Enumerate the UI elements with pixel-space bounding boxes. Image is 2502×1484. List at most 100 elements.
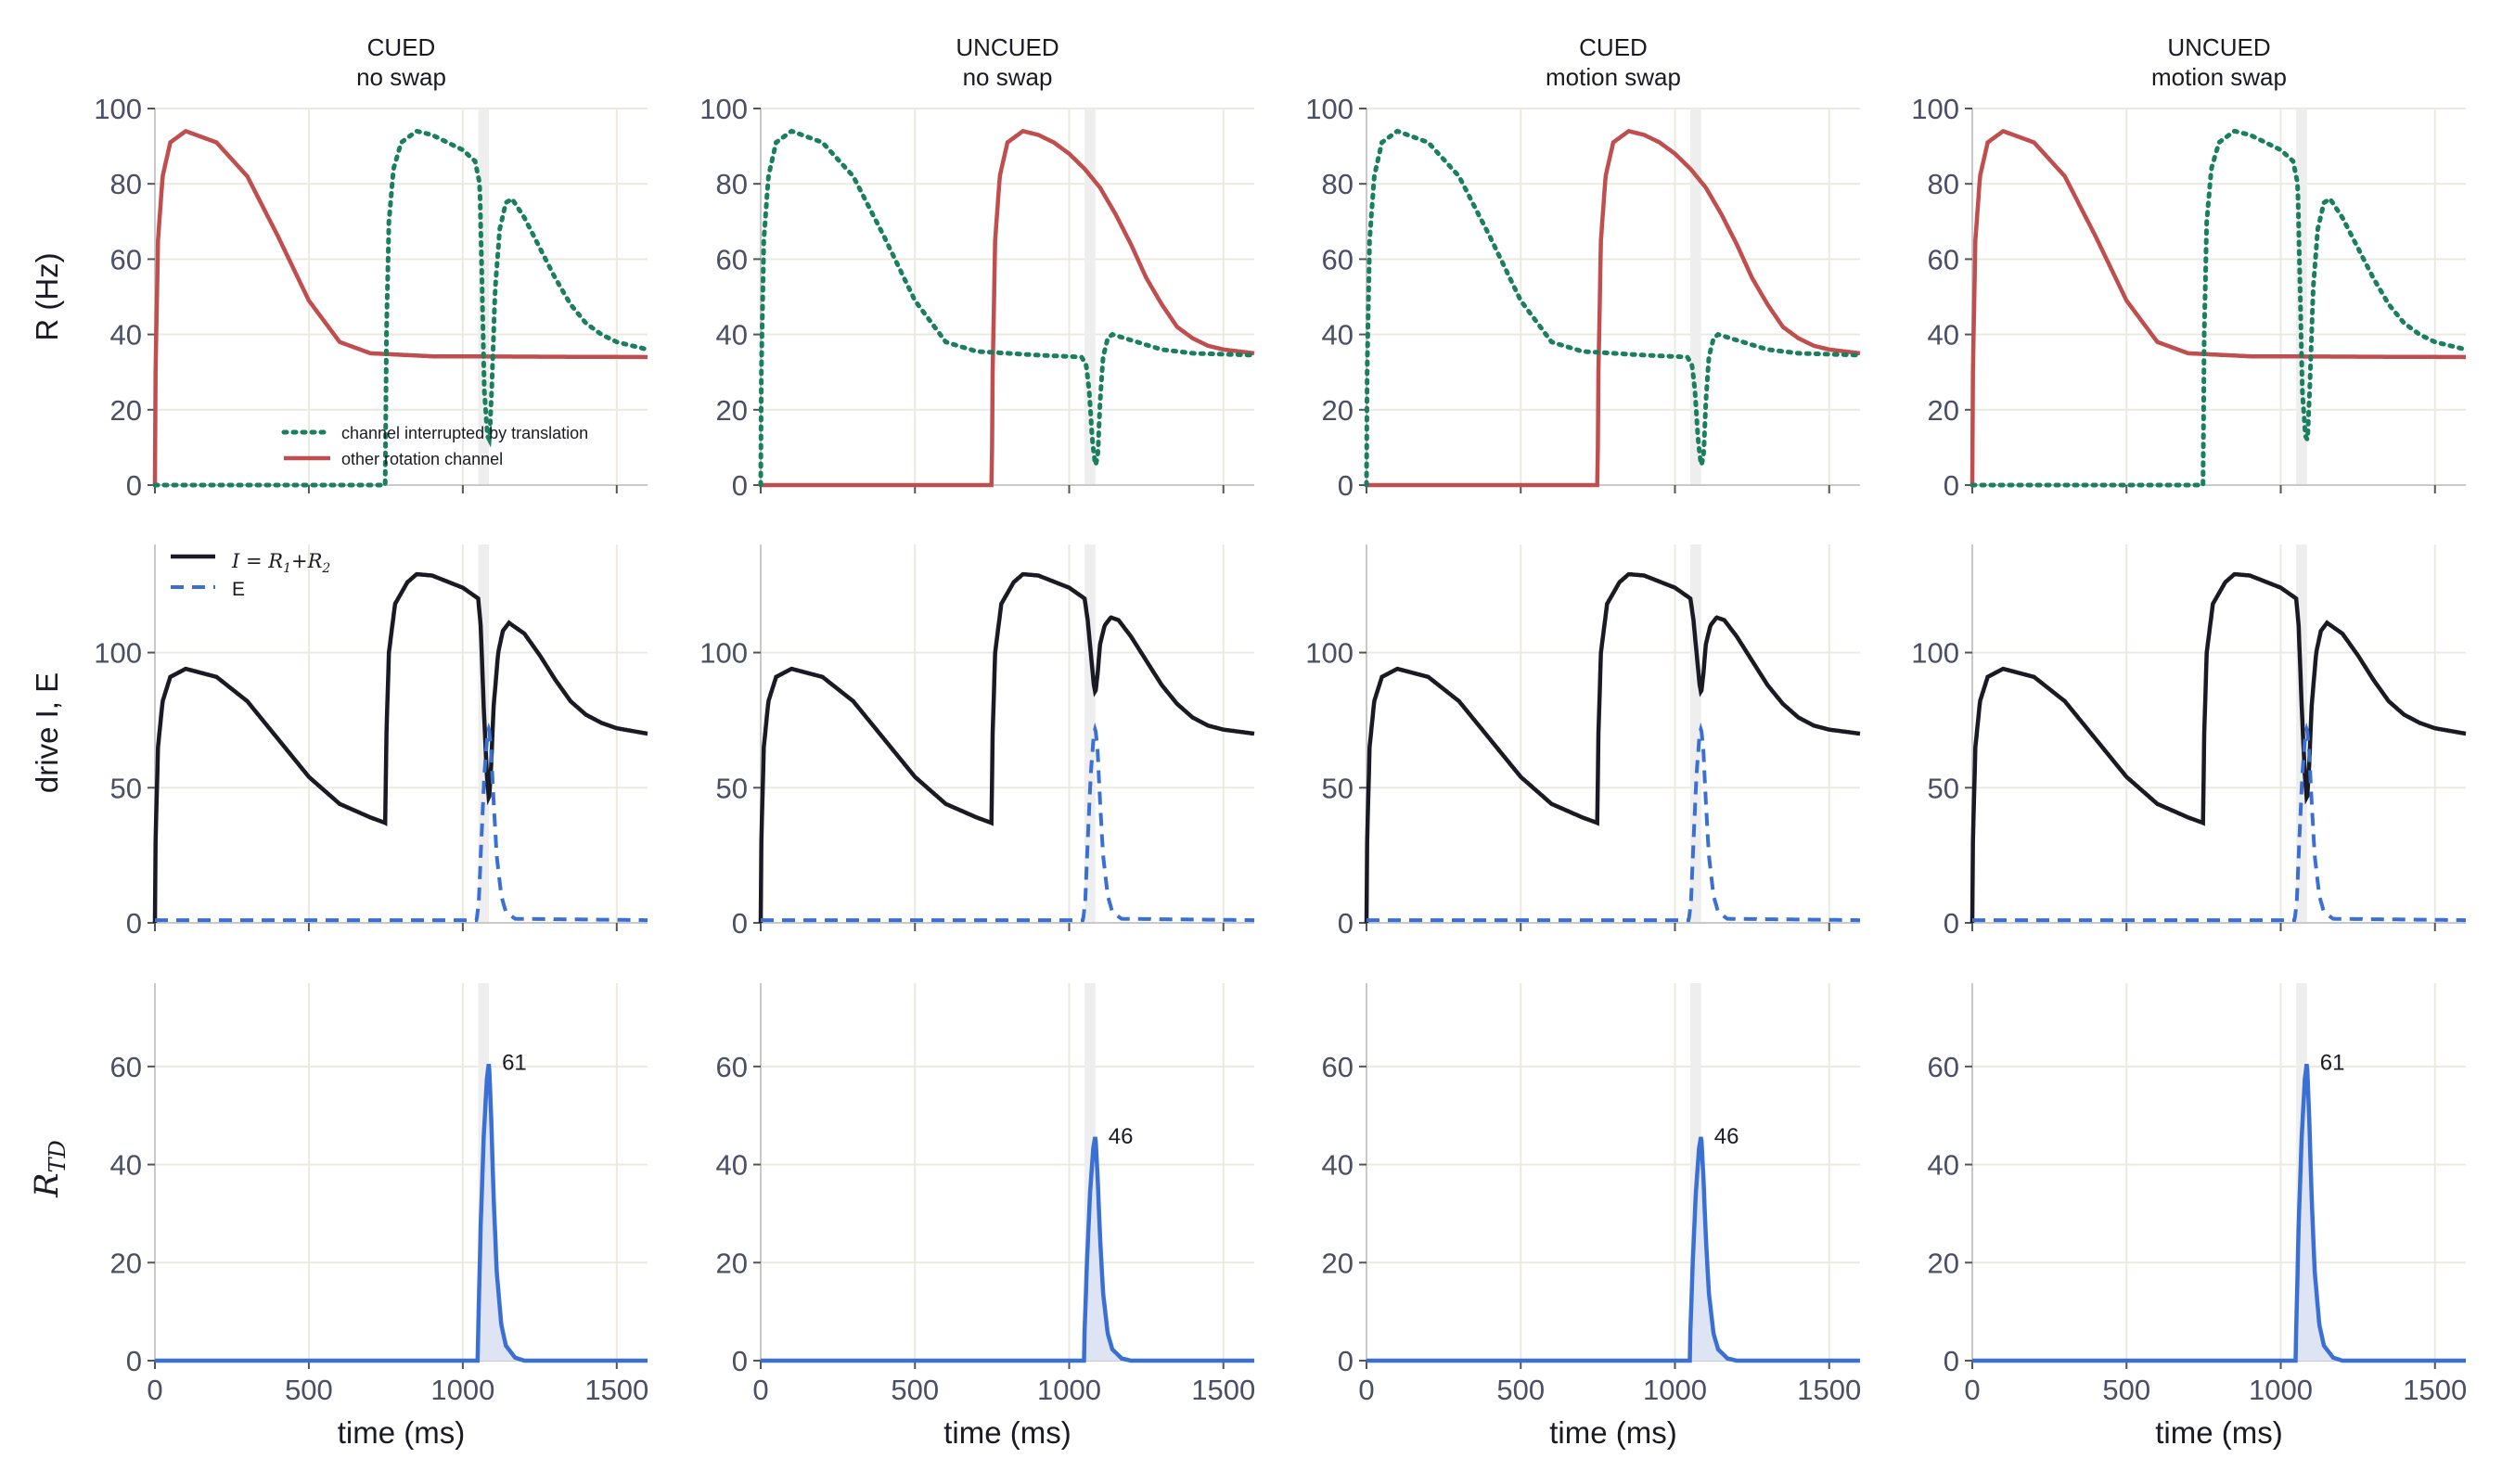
y-tick-label: 100: [1305, 93, 1354, 125]
rtd-area: [1972, 1064, 2466, 1361]
y-tick-label: 100: [699, 93, 748, 125]
peak-label: 61: [2320, 1051, 2345, 1076]
y-tick-label: 100: [1911, 637, 1959, 670]
y-tick-label: 0: [1338, 469, 1354, 502]
y-tick-label: 0: [1944, 469, 1959, 502]
y-tick-label: 20: [110, 1247, 142, 1279]
panel-r2-c4: 0 50 100: [1911, 544, 2467, 940]
peak-label: 46: [1714, 1124, 1739, 1149]
x-axis-label: time (ms): [1549, 1415, 1676, 1450]
x-tick-label: 500: [285, 1374, 333, 1406]
row-label-drive: drive I, E: [30, 672, 64, 793]
column-title-line2: no swap: [963, 63, 1053, 91]
plus: +R: [291, 550, 323, 572]
y-tick-label: 20: [1928, 1247, 1959, 1279]
y-tick-label: 80: [716, 168, 748, 200]
row-label-rtd: RTD: [29, 1140, 71, 1198]
y-tick-label: 20: [716, 394, 748, 427]
peak-label: 46: [1109, 1124, 1134, 1149]
x-tick-label: 0: [752, 1374, 768, 1406]
x-tick-label: 1500: [584, 1374, 648, 1406]
column-title-line1: UNCUED: [956, 33, 1059, 61]
panel-r3-c4: 0 20 40 60 0 500 1000 1500 time (ms) 61: [1928, 983, 2467, 1450]
y-tick-label: 40: [110, 319, 142, 352]
legend-label-I: I = R1+R2: [231, 550, 330, 576]
line-interrupted-channel: [152, 128, 650, 488]
panel-r2-c2: 0 50 100: [699, 544, 1255, 940]
y-tick-label: 0: [126, 469, 142, 502]
row-label-rate: R (Hz): [30, 252, 64, 340]
line-other-rotation: [761, 129, 1255, 488]
rtd-area: [155, 1064, 648, 1361]
peak-label: 61: [502, 1051, 527, 1076]
y-tick-label: 20: [110, 394, 142, 427]
x-tick-label: 1500: [2403, 1374, 2467, 1406]
panel-r2-c1: 0 50 100: [94, 544, 648, 940]
line-rtd: [1366, 1136, 1860, 1363]
line-drive-E: [1972, 722, 2466, 923]
x-tick-label: 1500: [1797, 1374, 1861, 1406]
x-tick-label: 0: [147, 1374, 162, 1406]
y-tick-label: 0: [1338, 907, 1354, 940]
panel-r1-c4: 0 20 40 60 80 100: [1911, 93, 2469, 502]
y-tick-label: 60: [1322, 1051, 1354, 1083]
line-other-rotation: [1366, 129, 1861, 488]
line-drive-E: [1366, 722, 1860, 923]
y-tick-label: 0: [1338, 1345, 1354, 1377]
y-tick-label: 50: [1322, 772, 1354, 804]
x-tick-label: 1500: [1191, 1374, 1255, 1406]
y-tick-label: 100: [94, 93, 142, 125]
y-tick-label: 40: [716, 319, 748, 352]
x-axis-label: time (ms): [338, 1415, 465, 1450]
line-other-rotation: [152, 128, 648, 486]
y-tick-label: 50: [110, 772, 142, 804]
interruption-band: [1084, 544, 1096, 923]
line-drive-E: [761, 722, 1254, 923]
legend-rates: channel interrupted by translation other …: [281, 424, 588, 468]
y-tick-label: 40: [716, 1149, 748, 1182]
column-title-line1: UNCUED: [2167, 33, 2270, 61]
y-tick-label: 100: [699, 637, 748, 670]
panel-r3-c2: 0 20 40 60 0 500 1000 1500 time (ms) 46: [716, 983, 1255, 1450]
x-tick-label: 0: [1964, 1374, 1980, 1406]
y-tick-label: 40: [1322, 1149, 1354, 1182]
y-tick-label: 60: [1928, 1051, 1959, 1083]
y-tick-label: 100: [1305, 637, 1354, 670]
line-interrupted-channel: [1364, 128, 1863, 488]
y-tick-label: 0: [732, 1345, 748, 1377]
y-tick-label: 40: [1322, 319, 1354, 352]
y-tick-label: 40: [110, 1149, 142, 1182]
legend-label-E: E: [232, 579, 245, 600]
y-tick-label: 60: [1928, 243, 1959, 275]
line-other-rotation: [1970, 128, 2466, 486]
x-tick-label: 1000: [430, 1374, 494, 1406]
x-axis-label: time (ms): [943, 1415, 1071, 1450]
interruption-band: [1690, 544, 1701, 923]
column-title-line2: motion swap: [1546, 63, 1681, 91]
y-tick-label: 60: [110, 1051, 142, 1083]
panel-r1-c2: 0 20 40 60 80 100: [699, 93, 1257, 502]
panel-r1-c3: 0 20 40 60 80 100: [1305, 93, 1863, 502]
y-tick-label: 100: [1911, 93, 1959, 125]
y-tick-label: 20: [1322, 1247, 1354, 1279]
y-tick-label: 60: [716, 243, 748, 275]
y-tick-label: 20: [1928, 394, 1959, 427]
x-tick-label: 1000: [1037, 1374, 1101, 1406]
column-title-line1: CUED: [367, 33, 436, 61]
y-tick-label: 80: [110, 168, 142, 200]
y-tick-label: 100: [94, 637, 142, 670]
panel-r3-c3: 0 20 40 60 0 500 1000 1500 time (ms) 46: [1322, 983, 1861, 1450]
row-label-rtd-sub: TD: [45, 1140, 71, 1172]
y-tick-label: 0: [732, 907, 748, 940]
line-rtd: [1972, 1064, 2466, 1363]
panel-r3-c1: 0 20 40 60 0 500 1000 1500 time (ms) 61: [110, 983, 648, 1450]
y-tick-label: 60: [110, 243, 142, 275]
interruption-band: [1084, 109, 1096, 485]
y-tick-label: 60: [1322, 243, 1354, 275]
rtd-area: [761, 1136, 1254, 1361]
